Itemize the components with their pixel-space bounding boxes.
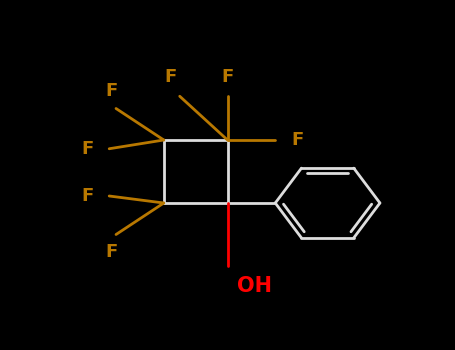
Text: F: F bbox=[165, 68, 177, 86]
Text: F: F bbox=[222, 68, 233, 86]
Text: OH: OH bbox=[237, 276, 272, 296]
Text: F: F bbox=[81, 140, 93, 158]
Text: F: F bbox=[106, 82, 117, 100]
Text: F: F bbox=[106, 243, 117, 261]
Text: F: F bbox=[81, 187, 93, 205]
Text: F: F bbox=[291, 131, 303, 149]
